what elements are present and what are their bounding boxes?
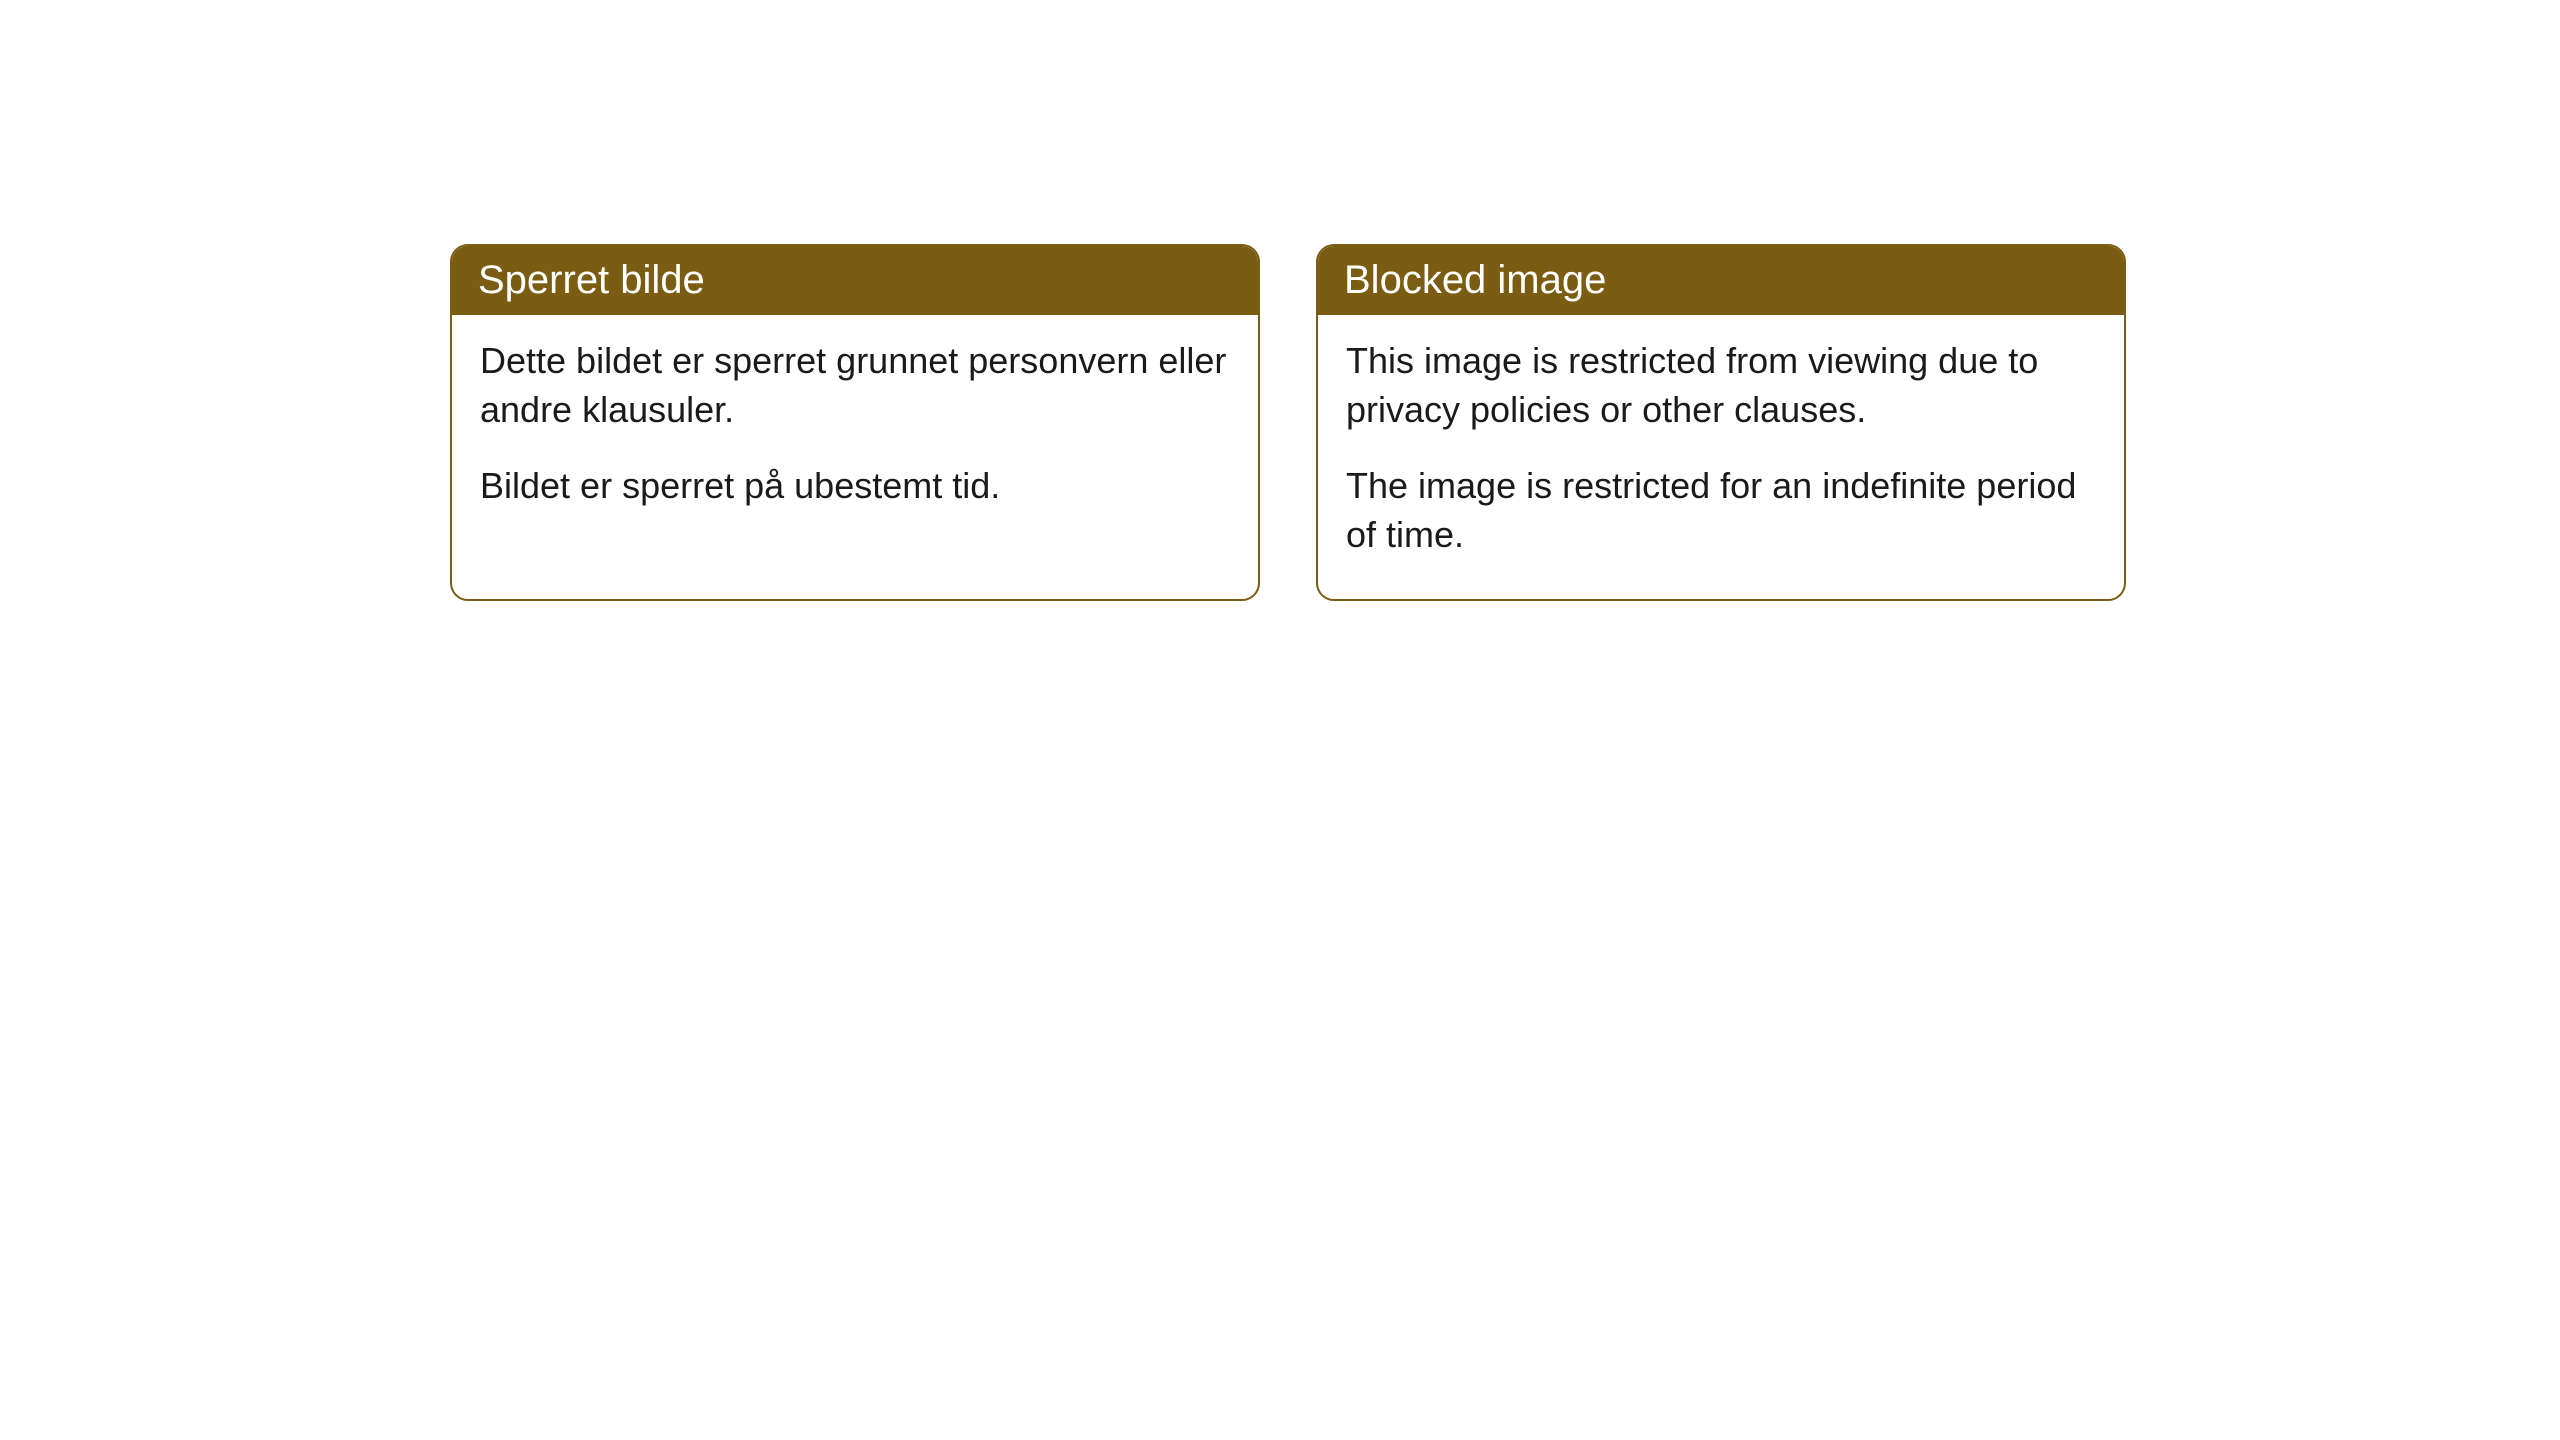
card-paragraph: The image is restricted for an indefinit… — [1346, 462, 2096, 559]
card-header: Blocked image — [1318, 246, 2124, 315]
card-paragraph: Dette bildet er sperret grunnet personve… — [480, 337, 1230, 434]
blocked-image-card-en: Blocked image This image is restricted f… — [1316, 244, 2126, 601]
card-body: This image is restricted from viewing du… — [1318, 315, 2124, 599]
blocked-image-card-no: Sperret bilde Dette bildet er sperret gr… — [450, 244, 1260, 601]
card-paragraph: Bildet er sperret på ubestemt tid. — [480, 462, 1230, 511]
card-body: Dette bildet er sperret grunnet personve… — [452, 315, 1258, 551]
card-paragraph: This image is restricted from viewing du… — [1346, 337, 2096, 434]
card-header: Sperret bilde — [452, 246, 1258, 315]
notice-cards-container: Sperret bilde Dette bildet er sperret gr… — [0, 0, 2560, 601]
